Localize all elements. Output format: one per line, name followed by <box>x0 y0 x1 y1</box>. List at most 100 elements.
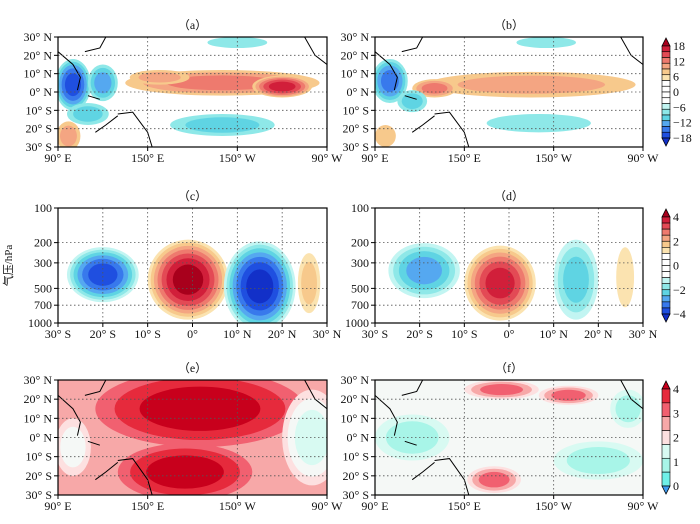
x-tick-label: 150° E <box>131 499 164 513</box>
colorbar-label: −2 <box>673 283 686 297</box>
colorbar-segment <box>661 271 671 278</box>
colorbar-segment <box>661 120 671 127</box>
panel-title: （d） <box>494 189 524 203</box>
x-tick-label: 150° E <box>131 151 164 165</box>
y-tick-label: 20° N <box>24 392 53 406</box>
colorbar-label: 0 <box>673 259 679 273</box>
colorbar-segment <box>661 283 671 291</box>
y-tick-label: 10° N <box>24 67 53 81</box>
colorbar-label: 1 <box>673 455 679 469</box>
y-tick-label: 20° N <box>341 392 370 406</box>
colorbar-segment <box>661 108 671 116</box>
coastline <box>58 380 327 495</box>
x-tick-label: 90° W <box>628 151 660 165</box>
x-tick-label: 30° S <box>362 327 388 341</box>
contour-fill <box>138 72 181 83</box>
x-tick-label: 90° W <box>312 151 344 165</box>
y-tick-label: 500 <box>34 281 52 295</box>
colorbar-segment <box>661 402 671 418</box>
contour-fill <box>301 261 317 305</box>
colorbar-segment <box>661 247 671 254</box>
y-tick-label: 10° N <box>341 411 370 425</box>
colorbar-f: 4 3 2 1 0 <box>661 380 679 495</box>
y-tick-label: 700 <box>351 298 369 312</box>
contour-fill <box>421 83 448 94</box>
y-tick-label: 300 <box>34 256 52 270</box>
y-tick-label: 200 <box>34 236 52 250</box>
colorbar-label: 12 <box>673 54 685 68</box>
y-tick-label: 30° S <box>343 488 369 502</box>
y-tick-label: 10° S <box>343 450 369 464</box>
colorbar-segment <box>661 74 671 81</box>
contour-fill <box>64 73 81 97</box>
colorbar-segment <box>661 68 671 76</box>
panel-f: 90° E 150° E 150° W 90° W 30° N 20° N 10° N 0° … <box>341 361 660 513</box>
y-tick-label: 20° S <box>343 122 369 136</box>
panel-title: （f） <box>495 361 523 375</box>
contour-fill <box>246 269 274 304</box>
panel-title: （a） <box>178 18 207 32</box>
y-tick-label: 100 <box>351 201 369 215</box>
y-tick-label: 10° N <box>341 67 370 81</box>
y-tick-label: 0° N <box>30 85 53 99</box>
colorbar-segment <box>661 253 671 260</box>
x-tick-label: 150° E <box>448 499 481 513</box>
y-tick-label: 0° N <box>347 85 370 99</box>
contour-fill <box>480 384 524 396</box>
colorbar-label: 18 <box>673 39 685 53</box>
x-tick-label: 10° N <box>539 327 568 341</box>
contour-fill <box>551 389 586 401</box>
contour-fill <box>60 426 86 468</box>
colorbar-label: 2 <box>673 234 679 248</box>
colorbar-segment <box>661 131 671 139</box>
colorbar-label: 4 <box>673 210 679 224</box>
colorbar-segment <box>661 471 671 487</box>
colorbar-segment <box>661 114 671 122</box>
contour-fill <box>566 446 630 475</box>
contour-fill <box>166 75 279 91</box>
colorbar-label: −12 <box>673 116 692 130</box>
panel-e: 90° E 150° E 150° W 90° W 30° N 20° N 10° N 0° … <box>24 361 344 513</box>
colorbar-arrow-top <box>661 37 671 47</box>
contour-fill <box>172 264 204 295</box>
y-tick-label: 10° S <box>26 450 52 464</box>
colorbar-segment <box>661 97 671 104</box>
x-tick-label: 150° E <box>448 151 481 165</box>
contour-fill <box>516 37 576 48</box>
colorbar-label: 6 <box>673 70 679 84</box>
colorbar-arrow-top <box>661 208 671 218</box>
y-tick-label: 30° S <box>26 140 52 154</box>
y-tick-label: 300 <box>351 256 369 270</box>
contour-fill <box>88 263 118 286</box>
y-tick-label: 200 <box>351 236 369 250</box>
y-tick-label: 10° N <box>24 411 53 425</box>
y-tick-label: 30° S <box>26 488 52 502</box>
x-tick-label: 30° N <box>313 327 342 341</box>
colorbar-segment <box>661 57 671 64</box>
colorbar-label: 0 <box>673 85 679 99</box>
colorbar-label: 3 <box>673 406 679 420</box>
contour-fill <box>563 256 589 303</box>
colorbar-segment <box>661 222 671 230</box>
x-tick-label: 90° W <box>628 499 660 513</box>
contour-fill <box>268 81 296 92</box>
x-tick-label: 0° <box>187 327 198 341</box>
colorbar-segment <box>661 126 671 133</box>
colorbar-arrow-top <box>661 380 671 390</box>
colorbar-segment <box>661 45 671 53</box>
colorbar-label: 0 <box>673 479 679 493</box>
contour-fill <box>294 409 327 466</box>
colorbar-segment <box>661 444 671 459</box>
contour-fill <box>139 386 261 431</box>
y-tick-label: 20° S <box>26 469 52 483</box>
colorbar-segment <box>661 91 671 99</box>
x-tick-label: 20° N <box>268 327 297 341</box>
x-tick-label: 150° W <box>219 151 257 165</box>
y-tick-label: 100 <box>34 201 52 215</box>
x-tick-label: 0° <box>504 327 515 341</box>
x-tick-label: 90° E <box>361 151 388 165</box>
colorbar-label: −18 <box>673 131 692 145</box>
coastline <box>375 380 643 495</box>
plot-area <box>58 37 327 147</box>
